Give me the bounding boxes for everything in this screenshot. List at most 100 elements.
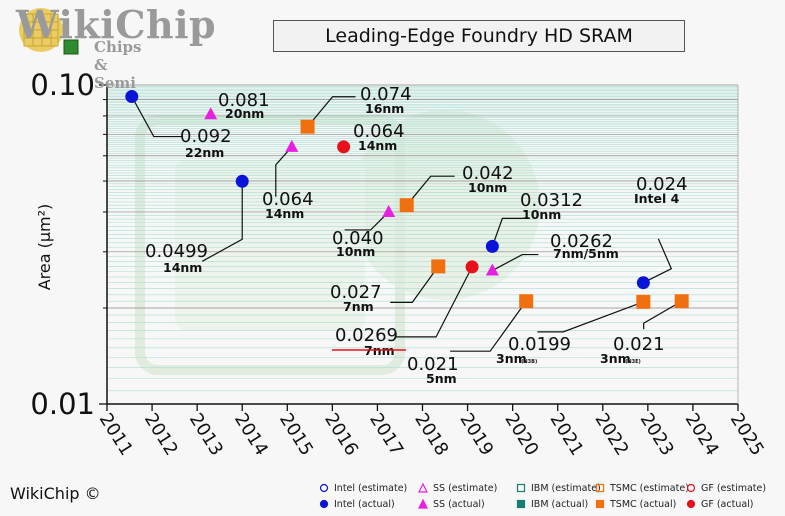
node-label: 10nm [336, 244, 375, 259]
circle-marker-icon [319, 499, 329, 509]
x-tick-label: 2017 [365, 410, 407, 460]
value-label: 0.024 [636, 174, 688, 195]
node-label: 14nm [358, 138, 397, 153]
x-tick-label: 2012 [140, 410, 182, 460]
node-label: 7nm/5nm [553, 246, 619, 261]
label-connector [450, 300, 527, 352]
x-tick-label: 2024 [681, 410, 723, 460]
data-point-gf [337, 140, 351, 154]
legend-label: TSMC (actual) [610, 498, 677, 510]
square-marker-icon [595, 499, 605, 509]
data-point-ss [204, 107, 218, 120]
y-tick-label: 0.01 [30, 387, 95, 421]
x-tick-label: 2015 [275, 410, 317, 460]
legend-label: GF (actual) [701, 498, 754, 510]
value-label: 0.027 [330, 282, 382, 303]
chart-title: Leading-Edge Foundry HD SRAM [273, 20, 685, 52]
data-point-tsmc [674, 294, 689, 309]
legend-item: IBM (estimate) [515, 482, 601, 494]
data-point-tsmc [431, 259, 446, 274]
node-label: 3nm [600, 351, 631, 366]
label-connector [492, 253, 539, 272]
logo-wordmark: WikiChip [16, 2, 217, 47]
label-connector [344, 211, 390, 231]
square-marker-icon [595, 483, 605, 493]
y-axis-label: Area (μm²) [35, 204, 54, 291]
node-label: 14nm [265, 206, 304, 221]
logo-tagline: Chips & Semi [94, 38, 142, 92]
value-label: 0.0269 [335, 325, 398, 346]
legend-label: GF (estimate) [701, 482, 767, 494]
legend-item: TSMC (actual) [594, 498, 676, 510]
value-label: 0.064 [262, 189, 314, 210]
legend-item: IBM (actual) [515, 498, 588, 510]
x-tick-label: 2018 [410, 410, 452, 460]
legend: Intel (estimate) SS (estimate) IBM (estima… [318, 482, 780, 516]
data-point-intel [125, 90, 139, 104]
circle-marker-icon [686, 483, 696, 493]
value-label: 0.042 [462, 163, 514, 184]
legend-item: Intel (estimate) [318, 482, 407, 494]
credit-text: WikiChip © [10, 484, 101, 503]
node-sublabel: (N3B) [521, 359, 537, 365]
triangle-marker-icon [418, 482, 428, 493]
data-point-tsmc [300, 119, 315, 134]
x-tick-label: 2021 [545, 410, 587, 460]
data-points [125, 90, 689, 309]
label-connector [396, 266, 473, 338]
node-label: 3nm [496, 351, 527, 366]
x-tick-label: 2020 [500, 410, 542, 460]
value-label: 0.092 [180, 126, 232, 147]
legend-item: GF (actual) [685, 498, 754, 510]
data-labels: 0.09222nm0.08120nm0.049914nm0.06414nm0.0… [145, 84, 688, 386]
chip-logo-icon [19, 8, 79, 55]
circle-marker-icon [686, 499, 696, 509]
label-connector [275, 146, 293, 197]
data-point-intel [235, 174, 249, 188]
square-marker-icon [516, 483, 526, 493]
x-tick-label: 2014 [230, 410, 272, 460]
label-connector [491, 217, 524, 247]
data-point-tsmc [636, 294, 651, 309]
node-label: 20nm [225, 106, 264, 121]
x-tick-label: 2019 [455, 410, 497, 460]
node-label: 10nm [522, 207, 561, 222]
value-label: 0.0199 [508, 334, 571, 355]
x-tick-label: 2023 [636, 410, 678, 460]
circle-marker-icon [319, 483, 329, 493]
legend-item: SS (estimate) [417, 482, 497, 494]
value-label: 0.0499 [145, 241, 208, 262]
legend-item: GF (estimate) [685, 482, 766, 494]
value-label: 0.0262 [550, 231, 613, 252]
data-point-ss [285, 139, 299, 152]
value-label: 0.021 [407, 354, 459, 375]
data-point-tsmc [399, 198, 414, 213]
label-connector [643, 238, 673, 284]
legend-label: Intel (actual) [334, 498, 395, 510]
value-label: 0.064 [353, 121, 405, 142]
label-connector [131, 96, 182, 138]
label-connector [643, 300, 682, 330]
legend-label: Intel (estimate) [334, 482, 408, 494]
node-label: 14nm [163, 260, 202, 275]
label-connector [307, 96, 356, 128]
square-marker-icon [516, 499, 526, 509]
legend-item: SS (actual) [417, 498, 485, 510]
node-label: 5nm [426, 371, 457, 386]
legend-item: TSMC (estimate) [594, 482, 689, 494]
legend-label: TSMC (estimate) [610, 482, 689, 494]
node-label: Intel 4 [634, 191, 680, 206]
node-label: 16nm [365, 101, 404, 116]
data-point-gf [465, 260, 479, 274]
label-connector [201, 181, 243, 262]
value-label: 0.081 [218, 90, 270, 111]
x-tick-label: 2025 [726, 410, 768, 460]
legend-label: SS (actual) [433, 498, 485, 510]
legend-label: IBM (estimate) [531, 482, 601, 494]
node-label: 10nm [468, 180, 507, 195]
data-point-ss [485, 263, 499, 276]
data-point-ss [382, 204, 396, 217]
label-connector [406, 175, 455, 206]
x-tick-label: 2011 [95, 410, 137, 460]
